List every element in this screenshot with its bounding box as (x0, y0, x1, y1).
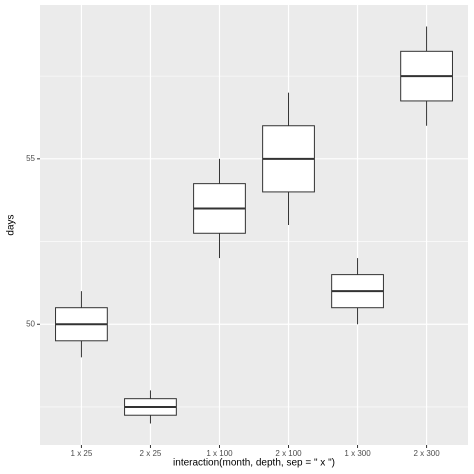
y-axis-title: days (6, 214, 17, 235)
x-axis-title: interaction(month, depth, sep = " x ") (173, 458, 335, 469)
y-tick-label: 55 (26, 154, 35, 163)
x-tick-label: 2 x 100 (275, 449, 302, 458)
x-tick-label: 2 x 25 (140, 449, 162, 458)
x-tick-label: 1 x 25 (71, 449, 93, 458)
x-tick-label: 2 x 300 (413, 449, 440, 458)
panel (40, 5, 468, 445)
x-tick-label: 1 x 300 (344, 449, 371, 458)
x-tick-label: 1 x 100 (206, 449, 233, 458)
y-tick-label: 50 (26, 319, 35, 328)
